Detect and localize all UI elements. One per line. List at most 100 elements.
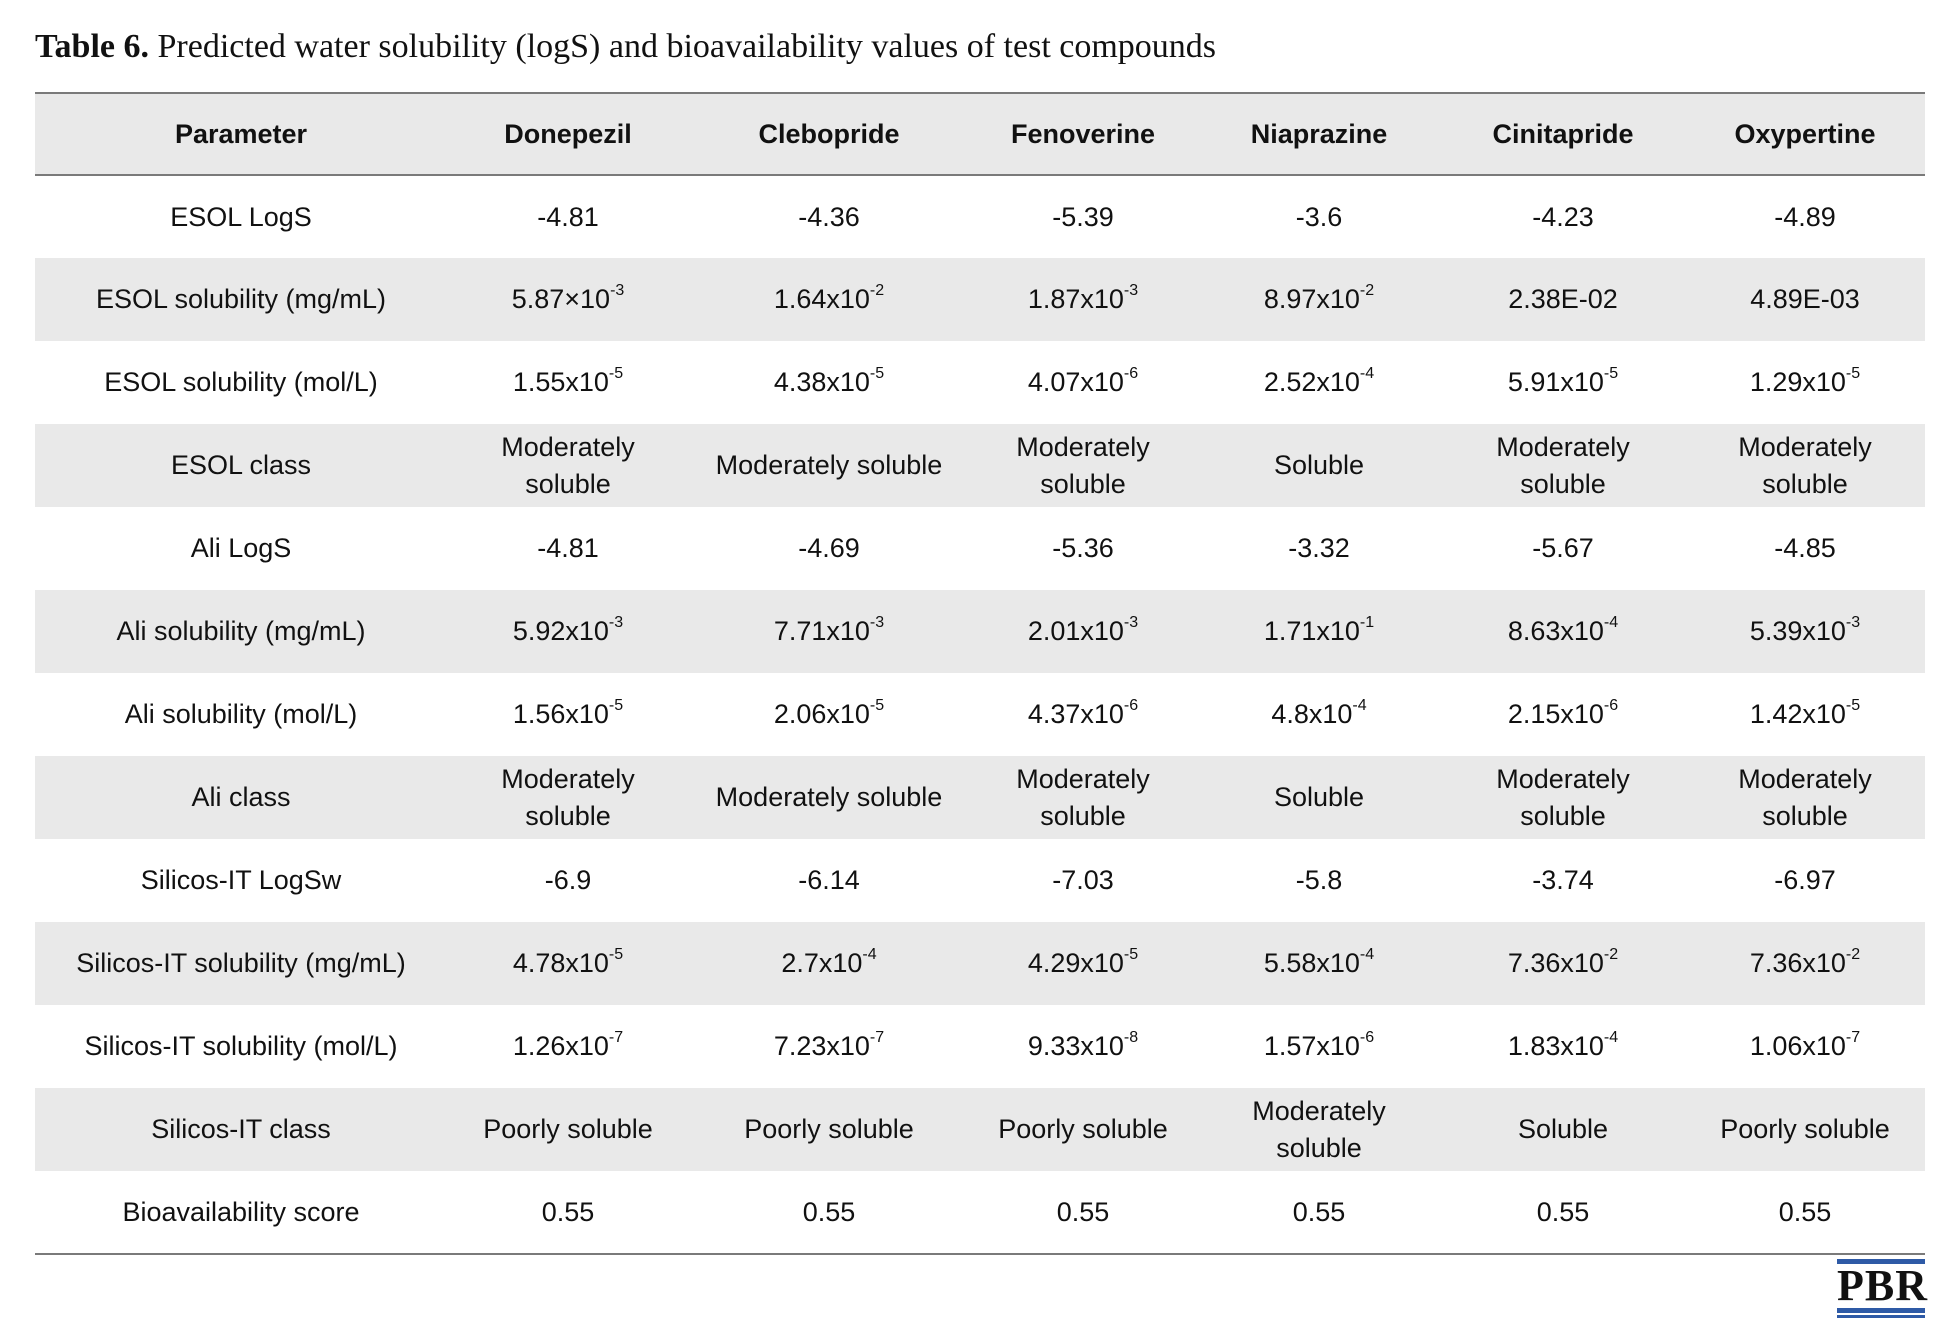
row-label: Ali solubility (mg/mL) — [116, 616, 366, 646]
exponent: -5 — [608, 697, 624, 714]
table-cell: Poorly soluble — [744, 1114, 914, 1144]
table-cell: 5.58x10-4 — [1263, 946, 1375, 979]
row-label: Ali LogS — [190, 533, 292, 563]
exponent: -3 — [608, 614, 624, 631]
table-cell: 1.83x10-4 — [1507, 1029, 1619, 1062]
row-label: Silicos-IT class — [151, 1114, 331, 1144]
table-cell: 0.55 — [969, 1171, 1197, 1255]
table-cell: Moderately soluble — [1738, 763, 1872, 831]
table-cell: 1.57x10-6 — [1263, 1029, 1375, 1062]
row-label: ESOL solubility (mol/L) — [104, 367, 378, 397]
exponent: -7 — [1845, 1029, 1861, 1046]
table-row: Ali solubility (mg/mL) 5.92x10-3 7.71x10-3… — [35, 590, 1925, 673]
table-row: Ali class Moderately soluble Moderately sol… — [35, 756, 1925, 839]
logo-bar-bottom — [1837, 1308, 1925, 1313]
exponent: -2 — [1845, 946, 1861, 963]
header-donepezil: Donepezil — [447, 92, 689, 176]
table-cell: 9.33x10-8 — [1027, 1029, 1139, 1062]
exponent: -6 — [1359, 1029, 1375, 1046]
table-cell: Soluble — [1517, 1114, 1609, 1144]
table-cell: -4.85 — [1774, 533, 1836, 563]
exponent: -8 — [1123, 1029, 1139, 1046]
row-label: Ali class — [191, 782, 291, 812]
table-cell: 5.92x10-3 — [512, 614, 624, 647]
table-cell: Moderately soluble — [501, 431, 635, 499]
exponent: -2 — [1359, 282, 1375, 299]
table-cell: 5.87×10-3 — [511, 282, 625, 315]
table-cell: 0.55 — [689, 1171, 969, 1255]
table-cell: 0.55 — [1441, 1171, 1685, 1255]
table-cell: -4.36 — [798, 201, 860, 232]
exponent: -4 — [862, 946, 877, 963]
table-cell: 4.37x10-6 — [1027, 697, 1139, 730]
table-cell: Moderately soluble — [715, 450, 943, 480]
exponent: -3 — [869, 614, 885, 631]
table-cell: -3.6 — [1295, 201, 1343, 232]
table-cell: 2.15x10-6 — [1507, 697, 1619, 730]
table-row: Silicos-IT LogSw -6.9 -6.14 -7.03 -5.8 -3.74 -… — [35, 839, 1925, 922]
table-row: Ali LogS -4.81 -4.69 -5.36 -3.32 -5.67 -4.85 — [35, 507, 1925, 590]
table-row: Silicos-IT solubility (mg/mL) 4.78x10-5 2.… — [35, 922, 1925, 1005]
header-oxypertine: Oxypertine — [1685, 92, 1925, 176]
exponent: -5 — [1123, 946, 1139, 963]
table-cell: 5.91x10-5 — [1507, 365, 1619, 398]
table-cell: Poorly soluble — [998, 1114, 1168, 1144]
table-cell: 1.71x10-1 — [1263, 614, 1375, 647]
table-cell: 4.8x10-4 — [1271, 697, 1367, 730]
exponent: -6 — [1123, 697, 1139, 714]
header-clebopride: Clebopride — [689, 92, 969, 176]
table-cell: -3.32 — [1288, 533, 1350, 563]
row-label: ESOL LogS — [170, 201, 312, 232]
table-cell: -5.8 — [1295, 865, 1343, 895]
exponent: -5 — [1845, 697, 1861, 714]
table-cell: -6.14 — [798, 865, 860, 895]
table-cell: -5.67 — [1532, 533, 1594, 563]
table-cell: 1.29x10-5 — [1749, 365, 1861, 398]
row-label: Silicos-IT solubility (mol/L) — [84, 1031, 398, 1061]
table-cell: 7.23x10-7 — [773, 1029, 885, 1062]
table-cell: Soluble — [1273, 450, 1365, 480]
exponent: -6 — [1603, 697, 1619, 714]
table-cell: -7.03 — [1052, 865, 1114, 895]
table-cell: Moderately soluble — [501, 763, 635, 831]
exponent: -3 — [1123, 614, 1139, 631]
exponent: -5 — [869, 365, 885, 382]
table-cell: 7.71x10-3 — [773, 614, 885, 647]
logo-text: PBR — [1837, 1261, 1928, 1310]
table-cell: -4.69 — [798, 533, 860, 563]
table-cell: 1.26x10-7 — [512, 1029, 624, 1062]
table-cell: 7.36x10-2 — [1749, 946, 1861, 979]
exponent: -5 — [608, 946, 624, 963]
table-title: Predicted water solubility (logS) and bi… — [149, 28, 1217, 65]
exponent: -4 — [1359, 365, 1375, 382]
header-parameter: Parameter — [35, 92, 447, 176]
exponent: -5 — [1845, 365, 1861, 382]
table-cell: 0.55 — [1197, 1171, 1441, 1255]
pbr-logo: PBR — [1837, 1259, 1928, 1318]
table-cell: 8.97x10-2 — [1263, 282, 1375, 315]
table-row: ESOL solubility (mg/mL) 5.87×10-3 1.64x10-… — [35, 258, 1925, 341]
table-cell: Moderately soluble — [1496, 431, 1630, 499]
table-cell: Moderately soluble — [1016, 431, 1150, 499]
table-label: Table 6. — [35, 28, 150, 65]
table-cell: 2.38E-02 — [1508, 284, 1618, 314]
table-row: ESOL solubility (mol/L) 1.55x10-5 4.38x10-… — [35, 341, 1925, 424]
exponent: -3 — [1123, 282, 1139, 299]
table-cell: Moderately soluble — [1016, 763, 1150, 831]
header-fenoverine: Fenoverine — [969, 92, 1197, 176]
table-cell: 1.55x10-5 — [512, 365, 624, 398]
table-cell: -4.81 — [537, 201, 599, 232]
table-cell: Moderately soluble — [1496, 763, 1630, 831]
table-cell: 4.89E-03 — [1750, 284, 1860, 314]
logo-bar-thin — [1837, 1315, 1925, 1318]
exponent: -4 — [1603, 1029, 1619, 1046]
table-cell: -5.36 — [1052, 533, 1114, 563]
table-cell: 1.87x10-3 — [1027, 282, 1139, 315]
table-cell: Moderately soluble — [1252, 1095, 1386, 1163]
exponent: -5 — [1603, 365, 1619, 382]
solubility-table: Parameter Donepezil Clebopride Fenoverin… — [35, 92, 1925, 1255]
table-row: Bioavailability score 0.55 0.55 0.55 0.55 0.5… — [35, 1171, 1925, 1255]
row-label: Silicos-IT solubility (mg/mL) — [76, 948, 406, 978]
table-cell: Moderately soluble — [715, 782, 943, 812]
exponent: -7 — [608, 1029, 624, 1046]
